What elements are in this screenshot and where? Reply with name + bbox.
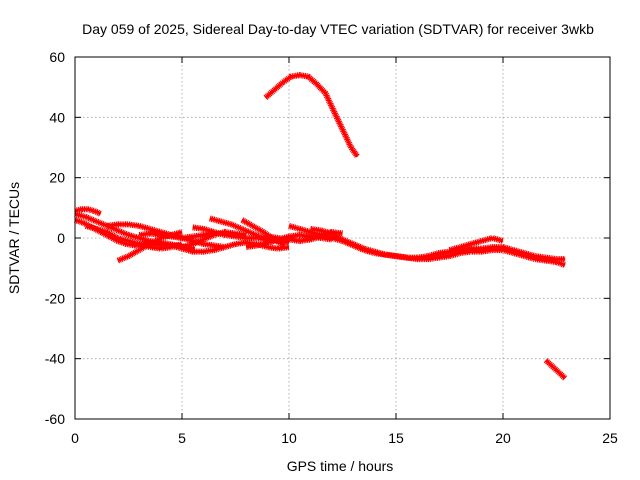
x-tick-label: 10 bbox=[281, 430, 297, 446]
y-tick-label: -60 bbox=[45, 411, 65, 427]
x-tick-label: 5 bbox=[178, 430, 186, 446]
series-core-arc-11 bbox=[209, 216, 275, 244]
series-core-arc-8 bbox=[149, 241, 290, 254]
x-tick-label: 0 bbox=[71, 430, 79, 446]
axis-ticks: 0 5 10 15 20 25 -60 -40 -20 0 20 40 60 bbox=[45, 49, 618, 446]
y-tick-label: -40 bbox=[45, 351, 65, 367]
y-tick-label: 40 bbox=[49, 109, 65, 125]
x-tick-label: 20 bbox=[495, 430, 511, 446]
series-core-arc-18 bbox=[264, 73, 359, 158]
x-tick-label: 25 bbox=[602, 430, 618, 446]
x-tick-label: 15 bbox=[388, 430, 404, 446]
series-core-arc-4 bbox=[85, 224, 183, 251]
y-tick-label: 0 bbox=[57, 230, 65, 246]
series-core-arc-7 bbox=[138, 230, 215, 240]
y-axis-label: SDTVAR / TECUs bbox=[6, 182, 22, 294]
chart-title: Day 059 of 2025, Sidereal Day-to-day VTE… bbox=[82, 21, 594, 37]
y-tick-label: 20 bbox=[49, 170, 65, 186]
data-layer bbox=[74, 72, 568, 381]
series-core-arc-19 bbox=[544, 359, 567, 380]
series-core-arc-2 bbox=[74, 212, 162, 246]
y-tick-label: 60 bbox=[49, 49, 65, 65]
series-core-arc-16 bbox=[310, 227, 566, 267]
y-tick-label: -20 bbox=[45, 290, 65, 306]
series-arc-16 bbox=[309, 225, 567, 268]
x-axis-label: GPS time / hours bbox=[287, 458, 394, 474]
series-core-arc-1 bbox=[74, 207, 102, 216]
series-core-arc-17 bbox=[449, 236, 504, 252]
